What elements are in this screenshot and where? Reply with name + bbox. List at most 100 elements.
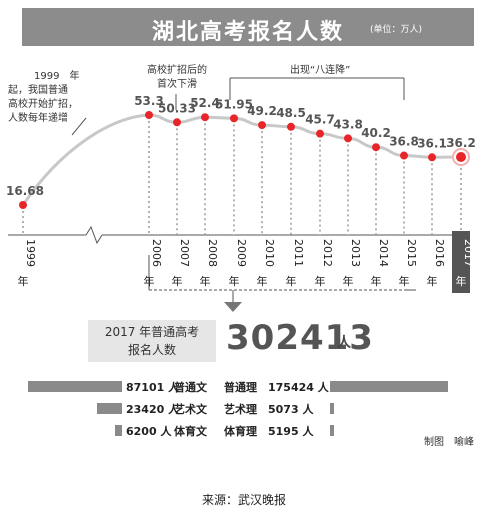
data-point — [258, 121, 266, 130]
expansion-annotation-line: 首次下滑 — [157, 79, 197, 90]
x-tick-label-suffix: 年 — [315, 274, 326, 288]
left-bar — [97, 403, 122, 414]
left-bar — [28, 381, 122, 392]
x-tick-label-suffix: 年 — [18, 274, 29, 288]
expansion-annotation: 高校扩招后的 首次下滑 — [138, 64, 216, 92]
x-tick-label-suffix: 年 — [399, 274, 410, 288]
data-point — [19, 201, 27, 209]
x-tick-label-suffix: 年 — [229, 274, 240, 288]
expansion-annotation-line: 高校扩招后的 — [147, 65, 207, 76]
data-label: 51.95 — [215, 97, 253, 111]
x-tick-label: 2014 — [377, 239, 390, 267]
x-tick-label: 2012 — [321, 239, 334, 267]
total-unit: 人 — [337, 335, 351, 351]
x-axis — [8, 77, 452, 312]
left-annotation-line: 起，我国普通 — [8, 85, 68, 96]
left-count: 23420 人 — [126, 403, 180, 416]
series-line — [21, 113, 462, 206]
data-point — [428, 153, 436, 162]
data-point — [316, 129, 324, 138]
summary-label: 2017 年普通高考 报名人数 — [88, 323, 216, 359]
left-annotation-line: 1999 年 — [34, 71, 80, 82]
x-tick-label: 2015 — [405, 239, 418, 267]
data-point — [230, 114, 238, 123]
data-point — [173, 118, 181, 127]
x-tick-label: 2010 — [263, 239, 276, 267]
left-callout — [71, 117, 87, 136]
left-category: 艺术文 — [174, 403, 207, 416]
x-tick-label-suffix: 年 — [343, 274, 354, 288]
data-point — [344, 134, 352, 143]
summary-label-line: 报名人数 — [127, 343, 176, 357]
data-label: 36.2 — [446, 136, 476, 150]
right-bar — [330, 381, 448, 392]
data-label: 50.33 — [158, 101, 196, 115]
summary-pointer — [224, 302, 242, 312]
data-point — [456, 152, 466, 163]
data-label: 52.4 — [190, 96, 220, 110]
x-tick-label: 2016 — [433, 239, 446, 267]
left-category: 普通文 — [174, 381, 207, 394]
data-point — [400, 151, 408, 160]
highlight-year-bg — [452, 231, 470, 293]
x-tick-label: 1999 — [24, 239, 37, 267]
x-tick-label: 2011 — [292, 239, 305, 267]
x-tick-label: 2007 — [178, 239, 191, 267]
total-count: 302413 — [226, 318, 374, 358]
summary-box: 2017 年普通高考 报名人数 — [88, 320, 216, 362]
chart-title: 湖北高考报名人数 — [151, 20, 344, 45]
left-annotation: 1999 年 起，我国普通 高校开始扩招， 人数每年递增 — [8, 70, 79, 126]
x-tick-label-suffix: 年 — [371, 274, 382, 288]
data-label: 36.1 — [417, 136, 447, 150]
data-label: 53.3 — [134, 94, 164, 108]
left-annotation-line: 高校开始扩招， — [8, 99, 78, 110]
data-point — [145, 111, 153, 119]
x-tick-label-suffix: 年 — [200, 274, 211, 288]
left-category: 体育文 — [174, 425, 207, 438]
left-count: 6200 人 — [126, 425, 172, 438]
data-label: 43.8 — [333, 117, 363, 131]
data-point — [372, 143, 380, 152]
data-point — [287, 122, 295, 131]
data-label: 45.7 — [305, 113, 335, 127]
axis-break-mark — [85, 225, 103, 245]
drop-lines — [22, 121, 462, 235]
x-tick-label-suffix: 年 — [286, 274, 297, 288]
x-tick-label-suffix: 年 — [427, 274, 438, 288]
x-tick-label: 2009 — [235, 239, 248, 267]
credit: 制图 喻峰 — [424, 437, 474, 448]
x-tick-label-suffix: 年 — [257, 274, 268, 288]
x-tick-label: 2017 — [462, 239, 475, 267]
unit-label: (单位：万人) — [369, 25, 422, 35]
data-label: 48.5 — [276, 106, 306, 120]
left-bar — [115, 425, 122, 436]
decline-annotation: 出现“八连降” — [290, 65, 351, 76]
left-annotation-line: 人数每年递增 — [8, 113, 68, 124]
data-label: 49.2 — [247, 104, 277, 118]
title-bar: 湖北高考报名人数 (单位：万人) — [22, 8, 474, 46]
x-tick-label: 2008 — [206, 239, 219, 267]
right-count: 5195 人 — [268, 425, 314, 438]
summary-label-line: 2017 年普通高考 — [104, 325, 200, 339]
data-label: 40.2 — [361, 126, 391, 140]
right-category: 体育理 — [224, 425, 257, 438]
x-tick-label: 2013 — [349, 239, 362, 267]
data-point — [201, 113, 209, 122]
x-tick-label: 2006 — [150, 239, 163, 267]
right-count: 175424 人 — [268, 381, 329, 394]
data-label: 16.68 — [6, 184, 44, 198]
right-category: 普通理 — [224, 381, 257, 394]
x-tick-label-suffix: 年 — [456, 274, 467, 288]
source: 来源：武汉晚报 — [201, 493, 286, 507]
right-bar — [330, 403, 334, 414]
right-bar — [330, 425, 334, 436]
x-tick-labels: 1999 年 2006 年 2007 年 2008 年 2009 年 2010 年 2011 年 2012 年… — [18, 231, 475, 293]
x-tick-label-suffix: 年 — [144, 274, 155, 288]
data-label: 36.8 — [389, 135, 419, 149]
right-count: 5073 人 — [268, 403, 314, 416]
x-tick-label-suffix: 年 — [172, 274, 183, 288]
right-category: 艺术理 — [224, 403, 257, 416]
left-count: 87101 人 — [126, 381, 180, 394]
